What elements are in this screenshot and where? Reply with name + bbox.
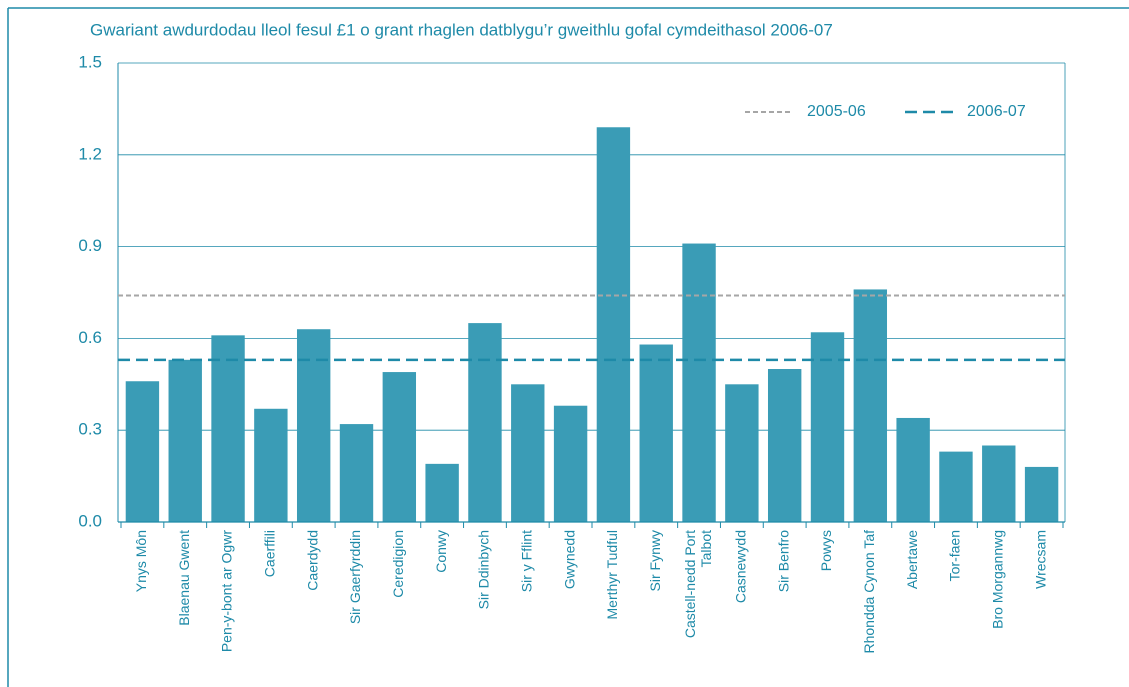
x-tick-label: Bro Morgannwg <box>989 530 1005 629</box>
x-tick-label: Pen-y-bont ar Ogwr <box>219 530 235 652</box>
legend-label: 2006-07 <box>967 103 1026 120</box>
y-tick-label: 1.2 <box>78 144 102 163</box>
legend-label: 2005-06 <box>807 103 866 120</box>
y-tick-label: 0.3 <box>78 420 102 439</box>
bar <box>211 335 245 522</box>
x-tick-label: Sir Benfro <box>775 530 791 592</box>
bar <box>596 127 631 522</box>
x-tick-label: Castell-nedd PortTalbot <box>682 530 714 638</box>
x-tick-label: Ceredigion <box>390 530 406 598</box>
bar <box>639 344 673 522</box>
bar <box>553 405 588 522</box>
x-tick-label: Gwynedd <box>561 530 577 589</box>
x-tick-label: Sir y Fflint <box>518 530 534 592</box>
x-tick-label: Rhondda Cynon Taf <box>861 530 877 654</box>
bar <box>682 243 716 523</box>
bar <box>425 463 459 522</box>
x-tick-label: Powys <box>818 530 834 571</box>
bar <box>1024 466 1059 522</box>
x-tick-label: Caerffili <box>262 530 278 577</box>
y-tick-label: 0.9 <box>78 236 102 255</box>
bar <box>939 451 973 522</box>
bar <box>296 329 331 522</box>
x-tick-label: Sir Fynwy <box>647 530 663 591</box>
x-tick-label: Casnewydd <box>733 530 749 603</box>
chart-title: Gwariant awdurdodau lleol fesul £1 o gra… <box>90 20 833 39</box>
y-tick-label: 1.5 <box>78 52 102 71</box>
bar <box>254 408 288 522</box>
bar <box>168 359 202 522</box>
x-tick-label: Blaenau Gwent <box>176 530 192 626</box>
bar <box>125 381 160 522</box>
bar <box>767 369 802 522</box>
y-tick-label: 0.0 <box>78 511 102 530</box>
x-tick-label: Abertawe <box>904 530 920 589</box>
bar <box>339 424 374 522</box>
x-tick-label: Wrecsam <box>1032 530 1048 589</box>
x-tick-label: Sir Ddinbych <box>476 530 492 609</box>
bar <box>725 384 759 522</box>
bar <box>511 384 545 522</box>
bar <box>382 372 417 522</box>
x-tick-label: Caerdydd <box>304 530 320 591</box>
y-tick-label: 0.6 <box>78 328 102 347</box>
x-tick-label: Tor-faen <box>947 530 963 581</box>
x-tick-label: Merthyr Tudful <box>604 530 620 619</box>
bar <box>468 323 502 522</box>
x-tick-label: Sir Gaerfyrddin <box>347 530 363 624</box>
x-tick-label: Conwy <box>433 530 449 573</box>
x-tick-label: Ynys Môn <box>133 530 149 592</box>
bar <box>896 417 930 522</box>
bar <box>853 289 888 522</box>
bar <box>982 445 1016 522</box>
bar <box>810 332 845 522</box>
